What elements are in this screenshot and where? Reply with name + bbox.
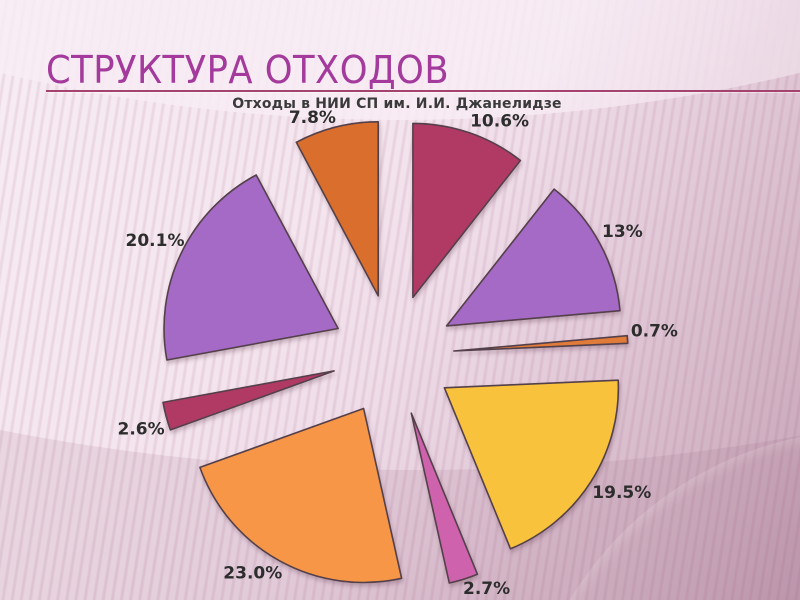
pie-slice-label: 23.0% bbox=[223, 564, 282, 584]
pie-slice-label: 2.7% bbox=[463, 579, 510, 599]
pie-slice-label: 10.6% bbox=[470, 111, 529, 131]
title-underline bbox=[46, 90, 800, 92]
slide-title: СТРУКТУРА ОТХОДОВ bbox=[46, 48, 450, 92]
pie-slice-2.6pct bbox=[162, 370, 335, 431]
pie-labels-group: 10.6% 13% 0.7% 19.5% 2.7% 23.0% 2.6% 20.1% 7.8% bbox=[118, 108, 678, 599]
pie-slice-10.6pct bbox=[412, 122, 522, 299]
pie-slice-0.7pct bbox=[453, 334, 629, 352]
pie-slice-label: 20.1% bbox=[126, 231, 185, 251]
pie-slices-group bbox=[162, 121, 629, 584]
pie-slice-19.5pct bbox=[443, 379, 620, 550]
pie-slice-20.1pct bbox=[163, 174, 339, 361]
pie-slice-23.0pct bbox=[199, 407, 403, 584]
pie-slice-label: 7.8% bbox=[289, 108, 336, 128]
pie-slice-label: 19.5% bbox=[592, 483, 651, 503]
pie-slice-label: 13% bbox=[602, 222, 643, 242]
pie-slice-7.8pct bbox=[295, 121, 379, 297]
pie-slice-label: 0.7% bbox=[631, 322, 678, 342]
pie-slice-2.7pct bbox=[410, 412, 479, 584]
pie-slice-label: 2.6% bbox=[118, 419, 165, 439]
pie-slice-13pct bbox=[445, 188, 621, 327]
chart-title: Отходы в НИИ СП им. И.И. Джанелидзе bbox=[232, 96, 562, 112]
